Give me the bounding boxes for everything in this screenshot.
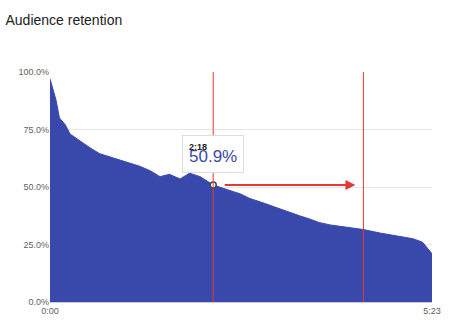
svg-text:0:00: 0:00	[41, 306, 59, 316]
svg-text:25.0%: 25.0%	[23, 240, 49, 250]
svg-text:0.0%: 0.0%	[28, 297, 49, 307]
svg-text:Audience retention: Audience retention	[5, 12, 122, 28]
svg-text:2:1850.9%: 2:1850.9%	[189, 142, 237, 166]
svg-text:100.0%: 100.0%	[18, 67, 49, 77]
svg-text:50.0%: 50.0%	[23, 182, 49, 192]
svg-text:75.0%: 75.0%	[23, 125, 49, 135]
svg-text:5:23: 5:23	[423, 306, 441, 316]
